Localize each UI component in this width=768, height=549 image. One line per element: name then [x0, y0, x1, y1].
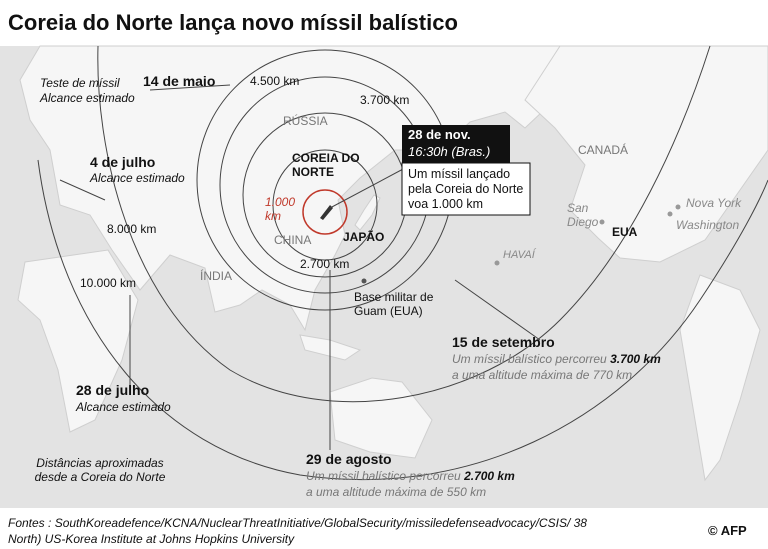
sep15-leader	[454, 279, 541, 341]
country-label: ÍNDIA	[200, 269, 233, 283]
test-text-part: Um míssil balístico percorreu	[452, 352, 607, 366]
range-label: 3.700 km	[360, 93, 410, 107]
range-label: 4.500 km	[250, 74, 300, 88]
test-note: Alcance estimado	[40, 91, 135, 105]
leaders	[59, 84, 541, 450]
country-label: EUA	[612, 225, 638, 239]
jul4-leader	[59, 179, 106, 201]
country-label: CANADÁ	[578, 143, 629, 157]
place-label: Base militar de Guam (EUA)	[354, 290, 434, 318]
country-label: COREIA DO NORTE	[292, 151, 360, 179]
country-label: RÚSSIA	[283, 114, 328, 128]
ring-10000	[37, 159, 768, 481]
africa	[17, 249, 139, 433]
south-america	[679, 274, 761, 482]
test-date: 14 de maio	[143, 73, 216, 89]
test-distance: 3.700 km	[610, 352, 661, 366]
missile-icon	[320, 205, 333, 220]
eurasia	[19, 45, 561, 332]
north-america	[524, 45, 768, 263]
test-text-part: Um míssil balístico percorreu	[306, 469, 461, 483]
range-label: 1.000 km	[265, 195, 296, 223]
test-text: Um míssil balístico percorreu 2.700 km	[306, 469, 515, 483]
ring-2700	[272, 149, 378, 261]
place-label: HAVAÍ	[503, 249, 535, 261]
range-label: 2.700 km	[300, 257, 350, 271]
australia	[329, 377, 433, 459]
test-date: 29 de agosto	[306, 451, 392, 467]
range-label: 10.000 km	[80, 276, 137, 290]
callout-leader	[329, 167, 406, 209]
washington-point	[667, 211, 673, 217]
test-note: Alcance estimado	[90, 171, 185, 185]
test-distance: 2.700 km	[464, 469, 515, 483]
guam-point	[361, 278, 367, 284]
japan-land	[354, 194, 381, 231]
points	[361, 204, 681, 284]
credit: © AFP	[708, 523, 747, 538]
sources: Fontes : SouthKoreadefence/KCNA/NuclearT…	[8, 516, 587, 546]
test-altitude: a uma altitude máxima de 770 km	[452, 368, 633, 382]
callout-header-box	[402, 125, 510, 163]
ring-1000	[302, 189, 348, 235]
place-label: Nova York	[686, 196, 742, 210]
callout-body-box	[401, 162, 531, 216]
san-diego-point	[599, 219, 605, 225]
range-label: 8.000 km	[107, 222, 157, 236]
callout-time: 16:30h (Bras.)	[408, 144, 491, 159]
country-label: JAPÃO	[343, 230, 385, 244]
may14-leader	[149, 84, 231, 91]
note: Distâncias aproximadas desde a Coreia do…	[34, 456, 166, 484]
country-label: CHINA	[274, 233, 312, 247]
callout-text: Um míssil lançado pela Coreia do Norte v…	[408, 167, 524, 211]
test-altitude: a uma altitude máxima de 550 km	[306, 485, 487, 499]
place-label: San Diego	[567, 201, 599, 229]
title: Coreia do Norte lança novo míssil balíst…	[8, 10, 458, 35]
test-date: 4 de julho	[90, 154, 156, 170]
test-note: Alcance estimado	[76, 400, 171, 414]
test-text: Um míssil balístico percorreu 3.700 km	[452, 352, 661, 366]
place-label: Washington	[676, 218, 740, 232]
hawaii-point	[494, 260, 500, 266]
ring-8000	[97, 45, 711, 403]
test-date: 15 de setembro	[452, 334, 555, 350]
test-date: 28 de julho	[76, 382, 150, 398]
new-york-point	[675, 204, 681, 210]
land	[17, 45, 768, 482]
test-prefix: Teste de míssil	[40, 76, 120, 90]
callout-date: 28 de nov.	[408, 127, 471, 142]
